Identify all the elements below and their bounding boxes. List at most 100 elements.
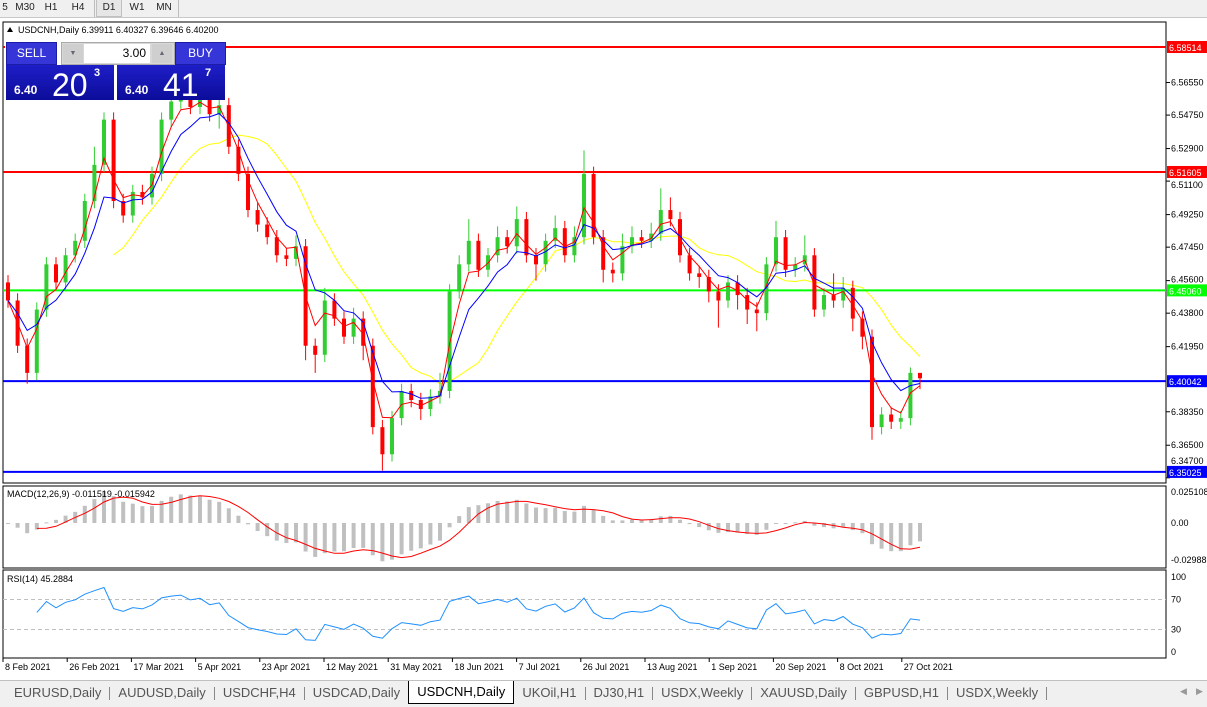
macd-histogram-bar	[15, 523, 20, 528]
macd-histogram-bar	[370, 523, 375, 556]
tabs-scroll-left-icon[interactable]: ◀	[1180, 686, 1187, 696]
macd-axis-label: -0.02988	[1171, 555, 1207, 565]
price-axis-label: 6.34700	[1171, 456, 1204, 466]
price-axis-label: 6.43800	[1171, 308, 1204, 318]
bear-candle	[591, 173, 596, 238]
tab-usdcnh-daily[interactable]: USDCNH,Daily	[408, 681, 515, 704]
bear-candle	[860, 318, 865, 337]
bull-candle	[447, 291, 452, 391]
macd-histogram-bar	[130, 503, 135, 523]
macd-histogram-bar	[495, 501, 500, 523]
macd-histogram-bar	[562, 511, 567, 523]
timeframe-mn[interactable]: MN	[156, 2, 172, 13]
bull-candle	[351, 318, 356, 337]
macd-histogram-bar	[486, 503, 490, 523]
bear-candle	[111, 119, 116, 202]
macd-histogram-bar	[889, 523, 894, 552]
macd-histogram-bar	[169, 496, 174, 523]
bull-candle	[92, 164, 97, 202]
macd-histogram-bar	[802, 520, 807, 523]
collapse-triangle-icon[interactable]	[7, 27, 13, 32]
bear-candle	[380, 427, 385, 455]
bear-candle	[121, 201, 126, 216]
bear-candle	[6, 282, 10, 301]
bear-candle	[236, 146, 241, 174]
macd-histogram-bar	[418, 523, 423, 549]
macd-histogram-bar	[860, 523, 865, 534]
tab-ukoil-h1[interactable]: UKOil,H1	[522, 685, 577, 700]
bear-candle	[140, 191, 145, 198]
bull-candle	[658, 210, 663, 234]
macd-histogram-bar	[63, 515, 68, 523]
bear-candle	[313, 345, 318, 355]
bear-candle	[284, 255, 289, 259]
volume-increase-icon[interactable]: ▲	[152, 44, 172, 63]
bear-candle	[274, 237, 279, 256]
tab-audusd-daily[interactable]: AUDUSD,Daily	[118, 685, 206, 700]
bull-candle	[822, 295, 826, 310]
bull-candle	[130, 191, 135, 216]
bull-candle	[649, 233, 654, 241]
bear-candle	[754, 309, 759, 314]
tab-usdcad-daily[interactable]: USDCAD,Daily	[312, 685, 401, 700]
tab-usdchf-h4[interactable]: USDCHF,H4	[222, 685, 296, 700]
price-axis-label: 6.38350	[1171, 407, 1204, 417]
level-price-tag	[1167, 465, 1207, 478]
macd-histogram-bar	[178, 494, 183, 523]
price-axis-label: 6.47450	[1171, 242, 1204, 252]
macd-histogram-bar	[850, 523, 855, 531]
bear-candle	[697, 273, 702, 277]
macd-histogram-bar	[668, 515, 673, 523]
bear-candle	[370, 345, 375, 428]
bear-candle	[678, 219, 682, 256]
macd-histogram-bar	[226, 508, 231, 523]
sell-button[interactable]: SELL	[6, 42, 57, 65]
timeframe-m5[interactable]: 5	[2, 2, 8, 13]
sell-price-pips: 20	[52, 67, 88, 103]
bull-candle	[543, 240, 548, 265]
sell-price[interactable]: 6.40 20 3	[6, 65, 114, 103]
macd-histogram-bar	[687, 523, 692, 525]
bull-candle	[582, 173, 586, 238]
tab-usdx-weekly[interactable]: USDX,Weekly	[661, 685, 744, 700]
bear-candle	[255, 210, 260, 225]
timeframe-toolbar: 5 M30 H1 H4 D1 W1 MN	[0, 0, 1207, 18]
tabs-scroll-right-icon[interactable]: ▶	[1196, 686, 1203, 696]
timeframe-w1[interactable]: W1	[129, 2, 145, 13]
tab-gbpusd-h1[interactable]: GBPUSD,H1	[863, 685, 940, 700]
timeframe-d1[interactable]: D1	[96, 0, 122, 17]
macd-histogram-bar	[361, 523, 366, 548]
ma-mid-line	[7, 112, 921, 399]
timeframe-h1[interactable]: H1	[44, 2, 58, 13]
bear-candle	[409, 390, 414, 401]
rsi-axis-label: 30	[1171, 625, 1181, 635]
rsi-axis-label: 70	[1171, 595, 1181, 605]
buy-button[interactable]: BUY	[175, 42, 226, 65]
timeframe-m30[interactable]: M30	[15, 2, 35, 13]
buy-price[interactable]: 6.40 41 7	[117, 65, 225, 103]
macd-histogram-bar	[639, 519, 644, 523]
macd-histogram-bar	[879, 523, 884, 549]
macd-histogram-bar	[524, 503, 529, 523]
bull-candle	[620, 246, 625, 274]
tab-divider	[854, 687, 856, 700]
timeframe-h4[interactable]: H4	[71, 2, 85, 13]
tab-eurusd-daily[interactable]: EURUSD,Daily	[14, 685, 102, 700]
macd-histogram-bar	[82, 505, 87, 523]
macd-histogram-bar	[783, 523, 788, 524]
date-axis-label: 18 Jun 2021	[454, 662, 504, 672]
tab-usdx-weekly-2[interactable]: USDX,Weekly	[956, 685, 1039, 700]
tab-xauusd-daily[interactable]: XAUUSD,Daily	[760, 685, 847, 700]
bull-candle	[428, 396, 433, 410]
bear-candle	[524, 219, 529, 256]
macd-histogram-bar	[591, 509, 596, 523]
tab-dj30-h1[interactable]: DJ30,H1	[593, 685, 645, 700]
macd-histogram-bar	[102, 491, 106, 523]
macd-histogram-bar	[457, 516, 462, 523]
macd-histogram-bar	[92, 499, 97, 523]
volume-decrease-icon[interactable]: ▼	[63, 44, 83, 63]
volume-input[interactable]: 3.00	[84, 44, 150, 63]
date-axis-label: 1 Sep 2021	[711, 662, 757, 672]
bull-candle	[198, 96, 202, 107]
macd-histogram-bar	[121, 501, 126, 523]
